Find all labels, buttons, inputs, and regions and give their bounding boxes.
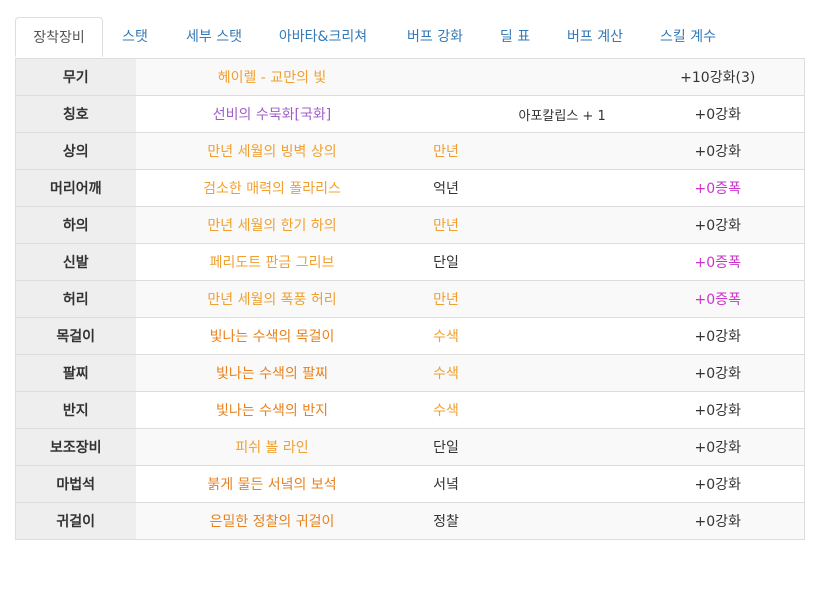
tab-label: 세부 스탯 (186, 29, 242, 45)
table-row: 무기 헤이렐 - 교만의 빛 +10강화(3) (15, 58, 805, 96)
tab-label: 아바타&크리쳐 (278, 29, 368, 45)
title-option (483, 428, 632, 466)
enchant-name: 수색 (408, 391, 484, 429)
enchant-name: 정찰 (408, 502, 484, 540)
equipment-slot-label: 보조장비 (15, 428, 136, 466)
equipment-slot-label: 팔찌 (15, 354, 136, 392)
reinforce-level: +10강화(3) (631, 58, 805, 96)
equipment-slot-label: 마법석 (15, 465, 136, 503)
equipment-slot-label: 칭호 (15, 95, 136, 133)
item-name: 만년 세월의 한기 하의 (135, 206, 409, 244)
table-row: 목걸이 빛나는 수색의 목걸이 수색 +0강화 (15, 317, 805, 355)
title-option (483, 169, 632, 207)
title-option (483, 206, 632, 244)
equipment-slot-label: 상의 (15, 132, 136, 170)
reinforce-level: +0강화 (631, 95, 805, 133)
item-name: 빛나는 수색의 목걸이 (135, 317, 409, 355)
title-option (483, 502, 632, 540)
table-row: 보조장비 피쉬 볼 라인 단일 +0강화 (15, 428, 805, 466)
tab-bar: 장착장비 스탯 세부 스탯 아바타&크리쳐 버프 강화 딜 표 버프 계산 스킬… (15, 17, 803, 59)
item-name: 빛나는 수색의 팔찌 (135, 354, 409, 392)
equipment-table: 무기 헤이렐 - 교만의 빛 +10강화(3) 칭호 선비의 수묵화[국화] 아포칼립스 … (15, 58, 805, 540)
tab-label: 버프 강화 (407, 29, 463, 45)
title-option (483, 243, 632, 281)
enchant-name: 수색 (408, 317, 484, 355)
enchant-name: 만년 (408, 206, 484, 244)
table-row: 머리어깨 검소한 매력의 폴라리스 억년 +0증폭 (15, 169, 805, 207)
title-option (483, 465, 632, 503)
tab-label: 스탯 (122, 29, 148, 45)
table-row: 귀걸이 은밀한 정찰의 귀걸이 정찰 +0강화 (15, 502, 805, 540)
item-name: 선비의 수묵화[국화] (135, 95, 409, 133)
equipment-slot-label: 허리 (15, 280, 136, 318)
table-row: 하의 만년 세월의 한기 하의 만년 +0강화 (15, 206, 805, 244)
equipment-slot-label: 하의 (15, 206, 136, 244)
reinforce-level: +0강화 (631, 317, 805, 355)
reinforce-level: +0강화 (631, 465, 805, 503)
tab-equipment[interactable]: 장착장비 (15, 17, 103, 57)
tab-skill-coefficient[interactable]: 스킬 계수 (648, 17, 728, 57)
enchant-name: 서녘 (408, 465, 484, 503)
tab-buff-enhance[interactable]: 버프 강화 (395, 17, 475, 57)
enchant-name: 단일 (408, 243, 484, 281)
tab-label: 스킬 계수 (660, 29, 716, 45)
title-option: 아포칼립스 + 1 (483, 95, 632, 133)
equipment-slot-label: 무기 (15, 58, 136, 96)
reinforce-level: +0증폭 (631, 169, 805, 207)
enchant-name: 만년 (408, 132, 484, 170)
item-name: 피쉬 볼 라인 (135, 428, 409, 466)
tab-damage-table[interactable]: 딜 표 (489, 17, 541, 57)
equipment-slot-label: 머리어깨 (15, 169, 136, 207)
reinforce-level: +0강화 (631, 428, 805, 466)
title-option (483, 391, 632, 429)
table-row: 반지 빛나는 수색의 반지 수색 +0강화 (15, 391, 805, 429)
reinforce-level: +0강화 (631, 502, 805, 540)
enchant-name (408, 58, 484, 96)
equipment-slot-label: 목걸이 (15, 317, 136, 355)
reinforce-level: +0강화 (631, 391, 805, 429)
enchant-name: 수색 (408, 354, 484, 392)
title-option (483, 58, 632, 96)
item-name: 은밀한 정찰의 귀걸이 (135, 502, 409, 540)
item-name: 페리도트 판금 그리브 (135, 243, 409, 281)
table-row: 칭호 선비의 수묵화[국화] 아포칼립스 + 1 +0강화 (15, 95, 805, 133)
reinforce-level: +0강화 (631, 206, 805, 244)
tab-detail-stats[interactable]: 세부 스탯 (172, 17, 256, 57)
item-name: 빛나는 수색의 반지 (135, 391, 409, 429)
tab-buff-calc[interactable]: 버프 계산 (555, 17, 635, 57)
title-option (483, 132, 632, 170)
reinforce-level: +0강화 (631, 132, 805, 170)
tab-avatar-creature[interactable]: 아바타&크리쳐 (267, 17, 379, 57)
equipment-slot-label: 귀걸이 (15, 502, 136, 540)
item-name: 만년 세월의 빙벽 상의 (135, 132, 409, 170)
enchant-name: 단일 (408, 428, 484, 466)
equipment-slot-label: 반지 (15, 391, 136, 429)
tab-label: 버프 계산 (567, 29, 623, 45)
table-row: 신발 페리도트 판금 그리브 단일 +0증폭 (15, 243, 805, 281)
title-option (483, 354, 632, 392)
item-name: 만년 세월의 폭풍 허리 (135, 280, 409, 318)
table-row: 상의 만년 세월의 빙벽 상의 만년 +0강화 (15, 132, 805, 170)
table-row: 마법석 붉게 물든 서녘의 보석 서녘 +0강화 (15, 465, 805, 503)
reinforce-level: +0증폭 (631, 280, 805, 318)
enchant-name: 억년 (408, 169, 484, 207)
title-option (483, 280, 632, 318)
item-name: 헤이렐 - 교만의 빛 (135, 58, 409, 96)
tab-stats[interactable]: 스탯 (109, 17, 161, 57)
table-row: 팔찌 빛나는 수색의 팔찌 수색 +0강화 (15, 354, 805, 392)
reinforce-level: +0강화 (631, 354, 805, 392)
tab-label: 딜 표 (499, 29, 531, 45)
item-name: 검소한 매력의 폴라리스 (135, 169, 409, 207)
reinforce-level: +0증폭 (631, 243, 805, 281)
enchant-name (408, 95, 484, 133)
tab-label: 장착장비 (33, 30, 85, 46)
enchant-name: 만년 (408, 280, 484, 318)
table-row: 허리 만년 세월의 폭풍 허리 만년 +0증폭 (15, 280, 805, 318)
equipment-slot-label: 신발 (15, 243, 136, 281)
title-option (483, 317, 632, 355)
item-name: 붉게 물든 서녘의 보석 (135, 465, 409, 503)
